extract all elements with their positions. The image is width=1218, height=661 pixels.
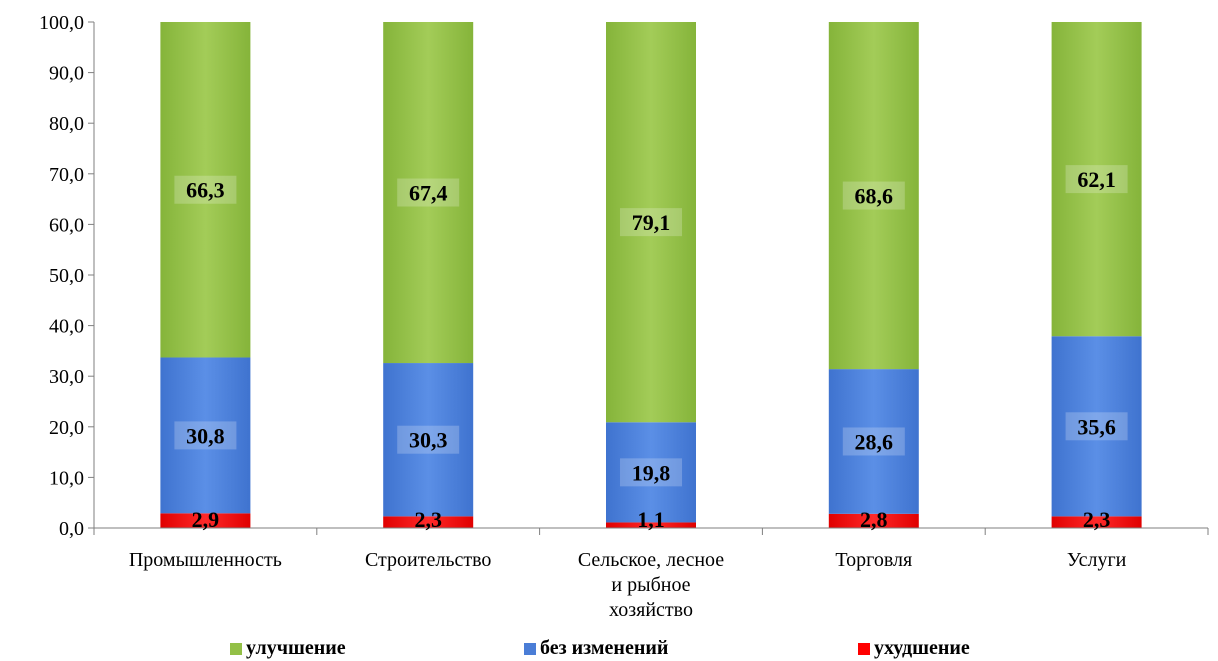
bar-segment-improvement <box>828 22 919 370</box>
bar-segment-worsening <box>383 516 474 528</box>
data-label-bg <box>842 427 905 456</box>
data-label: 79,1 <box>632 210 671 235</box>
bar-segment-no-change <box>1051 336 1142 517</box>
bar-segment-no-change <box>828 369 919 514</box>
bar-segment-improvement <box>606 22 696 423</box>
legend-label: без изменений <box>540 637 669 659</box>
data-label: 66,3 <box>186 178 225 203</box>
data-label: 68,6 <box>855 184 894 209</box>
y-axis: 0,0 10,0 20,0 30,0 40,0 50,0 60,0 70,0 80,0 90,0 1… <box>39 12 95 540</box>
data-label-bg <box>620 458 682 487</box>
data-label: 1,1 <box>637 507 665 532</box>
y-tick-label: 20,0 <box>49 417 84 439</box>
bar-segment-improvement <box>383 22 474 364</box>
data-label-bg <box>174 421 237 450</box>
y-tick-label: 90,0 <box>49 63 84 85</box>
y-tick-label: 40,0 <box>49 316 84 338</box>
bar-segment-worsening <box>606 522 696 528</box>
x-axis: Промышленность Строительство Сельское, лес… <box>93 527 1209 621</box>
bars-group <box>160 22 1142 528</box>
y-tick-label: 10,0 <box>49 467 84 489</box>
bar-segment-improvement <box>160 22 251 358</box>
data-label: 19,8 <box>632 460 671 485</box>
data-label-bg <box>397 425 460 454</box>
data-label: 2,3 <box>1083 507 1111 532</box>
legend-item-no-change: без изменений <box>524 637 668 660</box>
y-tick-label: 100,0 <box>39 12 84 34</box>
bar-segment-worsening <box>160 513 251 528</box>
y-tick-label: 80,0 <box>49 113 84 135</box>
legend-swatch-red <box>858 642 870 655</box>
stacked-bar-chart: 0,0 10,0 20,0 30,0 40,0 50,0 60,0 70,0 80,0 90,0 1… <box>39 12 1209 621</box>
bar-segment-worsening <box>1051 516 1142 528</box>
y-tick-label: 60,0 <box>49 214 84 236</box>
x-category-label: Промышленность <box>129 549 282 571</box>
legend-item-improvement: улучшение <box>230 637 346 660</box>
data-label-bg <box>842 181 905 210</box>
data-label-bg <box>1065 165 1128 194</box>
bar-segment-no-change <box>160 357 251 514</box>
legend-label: ухудшение <box>874 637 970 659</box>
bar-segment-improvement <box>1051 22 1142 337</box>
x-category-label: Сельское, лесное и рыбное хозяйство <box>578 549 724 621</box>
data-label: 2,3 <box>414 507 442 532</box>
data-label: 30,3 <box>409 428 448 453</box>
data-label: 35,6 <box>1077 414 1116 439</box>
data-label-bg <box>397 178 460 207</box>
y-tick-label: 50,0 <box>49 265 84 287</box>
y-tick-label: 0,0 <box>59 518 84 540</box>
data-labels: 2,9 30,8 66,3 2,3 30,3 67,4 1,1 19,8 79,1 2,8 28,6… <box>174 165 1128 532</box>
data-label: 30,8 <box>186 423 225 448</box>
data-label-bg <box>620 208 682 237</box>
bar-segment-no-change <box>606 422 696 523</box>
data-label: 2,9 <box>192 507 220 532</box>
legend-item-worsening: ухудшение <box>858 637 970 660</box>
y-tick-label: 70,0 <box>49 164 84 186</box>
legend: улучшение без изменений ухудшение <box>0 637 1218 661</box>
x-category-label: Услуги <box>1067 549 1127 571</box>
legend-label: улучшение <box>246 637 346 659</box>
legend-swatch-blue <box>524 642 536 655</box>
bar-segment-no-change <box>383 363 474 517</box>
legend-swatch-green <box>230 642 242 655</box>
data-label: 62,1 <box>1077 167 1116 192</box>
x-category-label: Торговля <box>835 549 912 571</box>
data-label-bg <box>174 175 237 204</box>
data-label: 67,4 <box>409 181 448 206</box>
data-label: 28,6 <box>855 429 894 454</box>
data-label-bg <box>1065 412 1128 441</box>
bar-segment-worsening <box>828 513 919 528</box>
data-label: 2,8 <box>860 507 888 532</box>
x-category-label: Строительство <box>365 549 491 571</box>
y-tick-label: 30,0 <box>49 366 84 388</box>
